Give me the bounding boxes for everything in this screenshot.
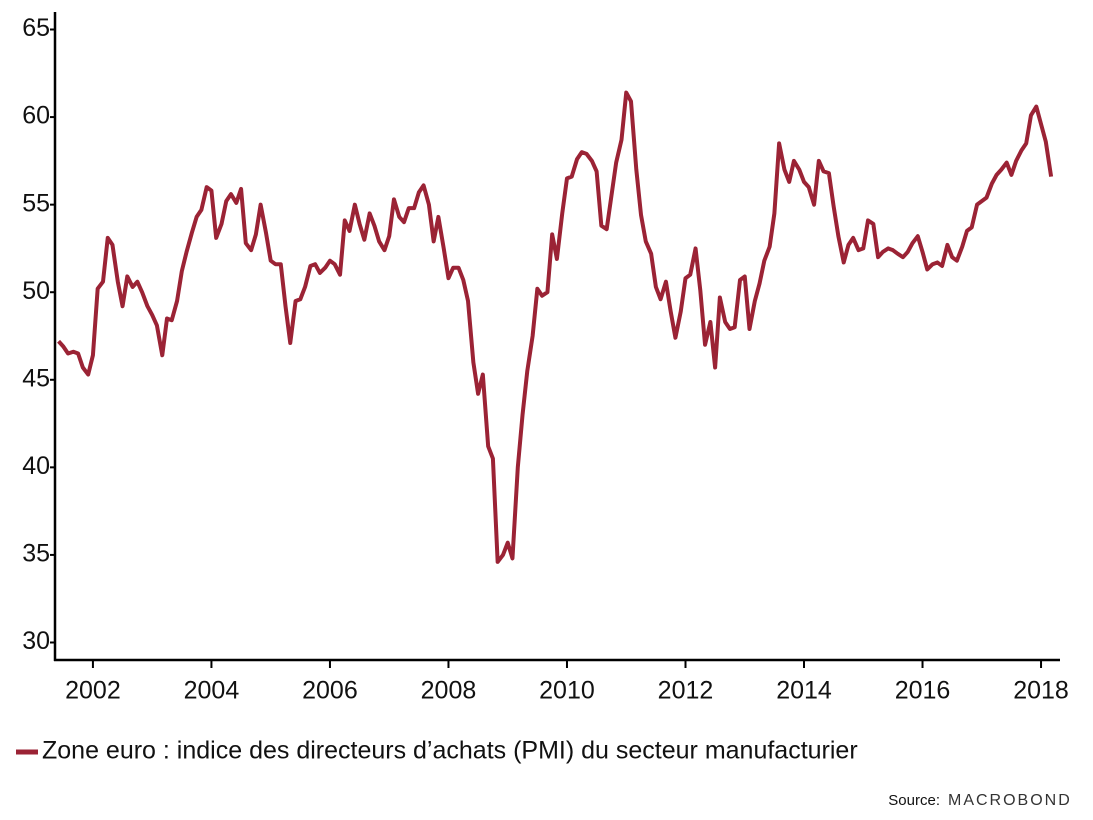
x-tick-label: 2002 <box>65 677 121 705</box>
y-tick-label: 60 <box>22 102 50 130</box>
x-tick-label: 2010 <box>539 677 595 705</box>
x-tick-label: 2018 <box>1013 677 1069 705</box>
x-tick-label: 2004 <box>184 677 240 705</box>
legend-label: Zone euro : indice des directeurs d’acha… <box>42 737 858 765</box>
x-tick-label: 2012 <box>658 677 714 705</box>
y-tick-label: 35 <box>22 540 50 568</box>
x-tick-label: 2014 <box>776 677 832 705</box>
y-tick-label: 65 <box>22 14 50 42</box>
x-tick-label: 2016 <box>895 677 951 705</box>
y-tick-label: 55 <box>22 189 50 217</box>
x-tick-label: 2008 <box>421 677 477 705</box>
x-tick-label: 2006 <box>302 677 358 705</box>
source-label: Source: <box>888 792 940 809</box>
series-line <box>57 90 1054 564</box>
source-brand: MACROBOND <box>948 792 1072 809</box>
y-tick-label: 30 <box>22 627 50 655</box>
y-tick-label: 50 <box>22 277 50 305</box>
y-tick-label: 40 <box>22 452 50 480</box>
y-tick-label: 45 <box>22 364 50 392</box>
